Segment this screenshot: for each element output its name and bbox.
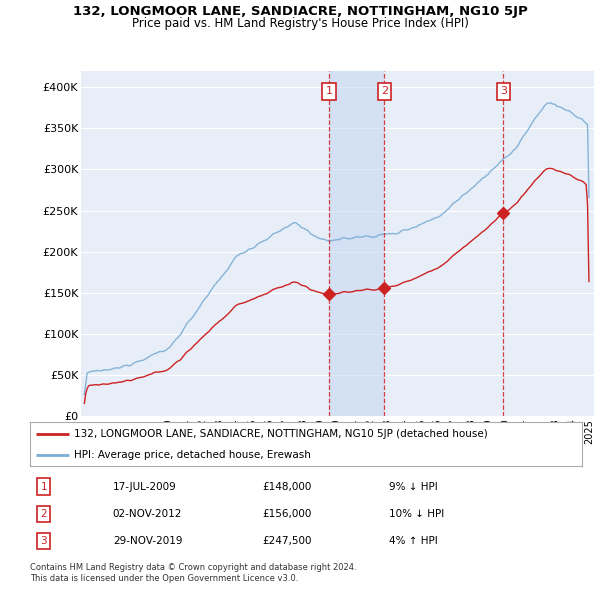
Text: 29-NOV-2019: 29-NOV-2019 <box>113 536 182 546</box>
Bar <box>329 71 385 416</box>
Text: 3: 3 <box>40 536 47 546</box>
Text: 2: 2 <box>381 86 388 96</box>
Text: 132, LONGMOOR LANE, SANDIACRE, NOTTINGHAM, NG10 5JP: 132, LONGMOOR LANE, SANDIACRE, NOTTINGHA… <box>73 5 527 18</box>
Text: 132, LONGMOOR LANE, SANDIACRE, NOTTINGHAM, NG10 5JP (detached house): 132, LONGMOOR LANE, SANDIACRE, NOTTINGHA… <box>74 429 488 439</box>
Text: Price paid vs. HM Land Registry's House Price Index (HPI): Price paid vs. HM Land Registry's House … <box>131 17 469 30</box>
Text: HPI: Average price, detached house, Erewash: HPI: Average price, detached house, Erew… <box>74 450 311 460</box>
Text: £148,000: £148,000 <box>262 481 311 491</box>
Text: 02-NOV-2012: 02-NOV-2012 <box>113 509 182 519</box>
Text: 3: 3 <box>500 86 507 96</box>
Text: 17-JUL-2009: 17-JUL-2009 <box>113 481 176 491</box>
Text: 2: 2 <box>40 509 47 519</box>
Text: 1: 1 <box>40 481 47 491</box>
Text: 1: 1 <box>325 86 332 96</box>
Text: Contains HM Land Registry data © Crown copyright and database right 2024.
This d: Contains HM Land Registry data © Crown c… <box>30 563 356 583</box>
Text: 10% ↓ HPI: 10% ↓ HPI <box>389 509 444 519</box>
Text: 4% ↑ HPI: 4% ↑ HPI <box>389 536 437 546</box>
Text: £247,500: £247,500 <box>262 536 311 546</box>
Text: £156,000: £156,000 <box>262 509 311 519</box>
Text: 9% ↓ HPI: 9% ↓ HPI <box>389 481 437 491</box>
